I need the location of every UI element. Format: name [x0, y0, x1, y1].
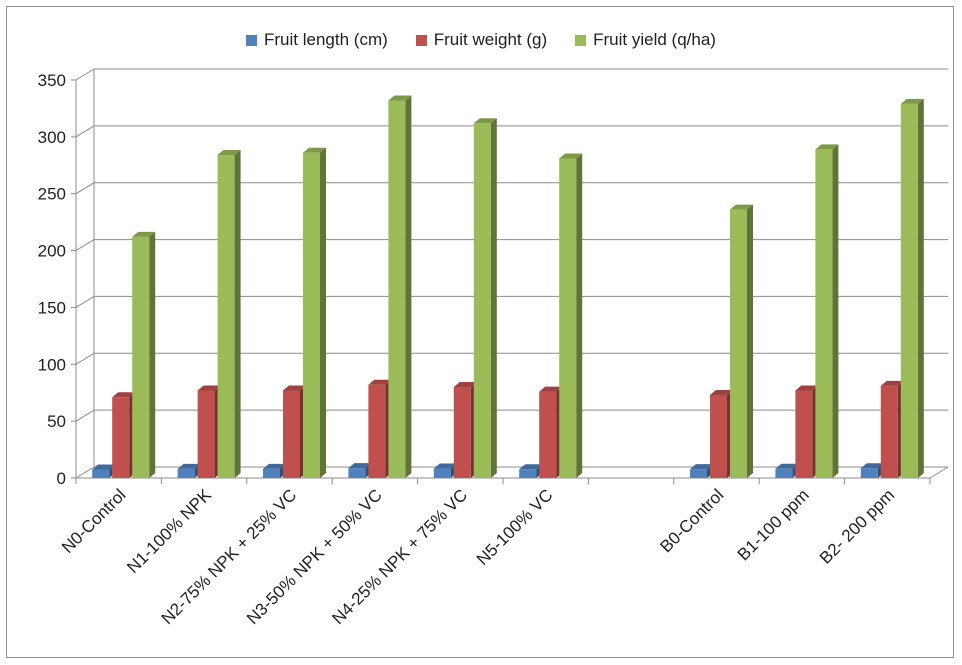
bar-top: [263, 463, 286, 469]
side-gridline: [75, 68, 95, 81]
bar-side: [747, 204, 753, 479]
bar: [900, 103, 918, 478]
bar: [775, 468, 793, 478]
bar-top: [690, 464, 713, 470]
legend: Fruit length (cm) Fruit weight (g) Fruit…: [0, 30, 962, 50]
y-tick-label: 300: [38, 128, 66, 147]
bar: [388, 100, 406, 479]
floor-edge: [929, 466, 949, 479]
x-tick-label: B0-Control: [656, 485, 727, 556]
y-tick-label: 0: [57, 469, 66, 488]
bar-top: [132, 231, 156, 237]
bar-top: [775, 463, 799, 469]
bar: [92, 469, 110, 478]
bar-top: [433, 463, 457, 469]
bar: [368, 384, 386, 478]
bar-top: [539, 386, 563, 392]
bar-top: [177, 463, 201, 469]
legend-label-fruit-length: Fruit length (cm): [264, 30, 388, 49]
legend-item-fruit-weight: Fruit weight (g): [415, 30, 548, 50]
bar-top: [473, 118, 497, 124]
bar: [217, 155, 235, 478]
bar-top: [900, 98, 924, 104]
bar: [880, 385, 898, 478]
legend-swatch-fruit-yield: [575, 34, 587, 46]
side-gridline: [75, 409, 95, 422]
bar-top: [368, 379, 392, 385]
bar-top: [559, 153, 583, 159]
bar-top: [112, 392, 136, 398]
legend-label-fruit-weight: Fruit weight (g): [433, 30, 548, 49]
y-tick-label: 50: [47, 412, 66, 431]
bar: [348, 468, 366, 478]
bar-top: [217, 150, 241, 156]
bar: [132, 236, 150, 478]
bar: [710, 394, 727, 478]
bar-top: [519, 464, 543, 470]
legend-swatch-fruit-weight: [415, 34, 427, 46]
x-tick-label: B2- 200 ppm: [816, 485, 898, 567]
bar-side: [320, 147, 326, 478]
bar: [795, 390, 813, 478]
x-tick-label: N5-100% VC: [473, 485, 557, 569]
bar: [433, 468, 451, 478]
x-tick-label: N0-Control: [58, 485, 130, 557]
bar: [283, 390, 300, 478]
bar: [303, 152, 320, 478]
bar-top: [197, 385, 221, 391]
bar: [860, 468, 878, 478]
legend-swatch-fruit-length: [246, 34, 258, 46]
bar-top: [710, 389, 733, 395]
bar: [815, 149, 833, 478]
bar: [559, 158, 577, 478]
legend-item-fruit-length: Fruit length (cm): [246, 30, 388, 50]
bar-top: [92, 464, 116, 470]
side-gridline: [75, 296, 95, 308]
y-tick-label: 200: [38, 242, 66, 261]
bar-top: [860, 463, 884, 469]
y-tick-label: 150: [38, 298, 66, 317]
bar: [197, 390, 215, 478]
bar-side: [490, 118, 497, 478]
bar: [473, 123, 491, 478]
bar-side: [405, 95, 412, 479]
bar-top: [730, 204, 753, 210]
bar-side: [576, 153, 583, 478]
bar: [539, 391, 557, 478]
side-gridline: [75, 352, 95, 365]
bar-side: [832, 144, 839, 478]
x-tick-label: N1-100% NPK: [123, 485, 215, 577]
bar: [112, 397, 130, 478]
bar-top: [815, 144, 839, 150]
bar-top: [348, 463, 372, 469]
y-tick-label: 350: [38, 71, 66, 90]
side-gridline: [75, 239, 95, 251]
bar: [730, 209, 747, 479]
legend-label-fruit-yield: Fruit yield (q/ha): [593, 30, 716, 49]
bar: [690, 469, 707, 478]
bar-side: [917, 98, 924, 478]
side-gridline: [75, 125, 95, 138]
side-gridline: [75, 182, 95, 195]
bar-side: [234, 150, 241, 478]
bar-top: [303, 147, 326, 153]
bar: [177, 468, 195, 478]
y-tick-label: 100: [38, 355, 66, 374]
bar-side: [149, 231, 156, 478]
legend-item-fruit-yield: Fruit yield (q/ha): [575, 30, 716, 50]
y-tick-label: 250: [38, 185, 66, 204]
x-tick-label: B1-100 ppm: [734, 485, 813, 564]
bar-top: [388, 95, 412, 101]
bar-top: [880, 380, 904, 386]
bar: [453, 387, 471, 478]
bar-top: [283, 385, 306, 391]
bar: [263, 468, 280, 478]
bar-top: [795, 385, 819, 391]
bar-top: [453, 382, 477, 388]
side-gridline: [75, 466, 95, 479]
bar: [519, 469, 537, 478]
